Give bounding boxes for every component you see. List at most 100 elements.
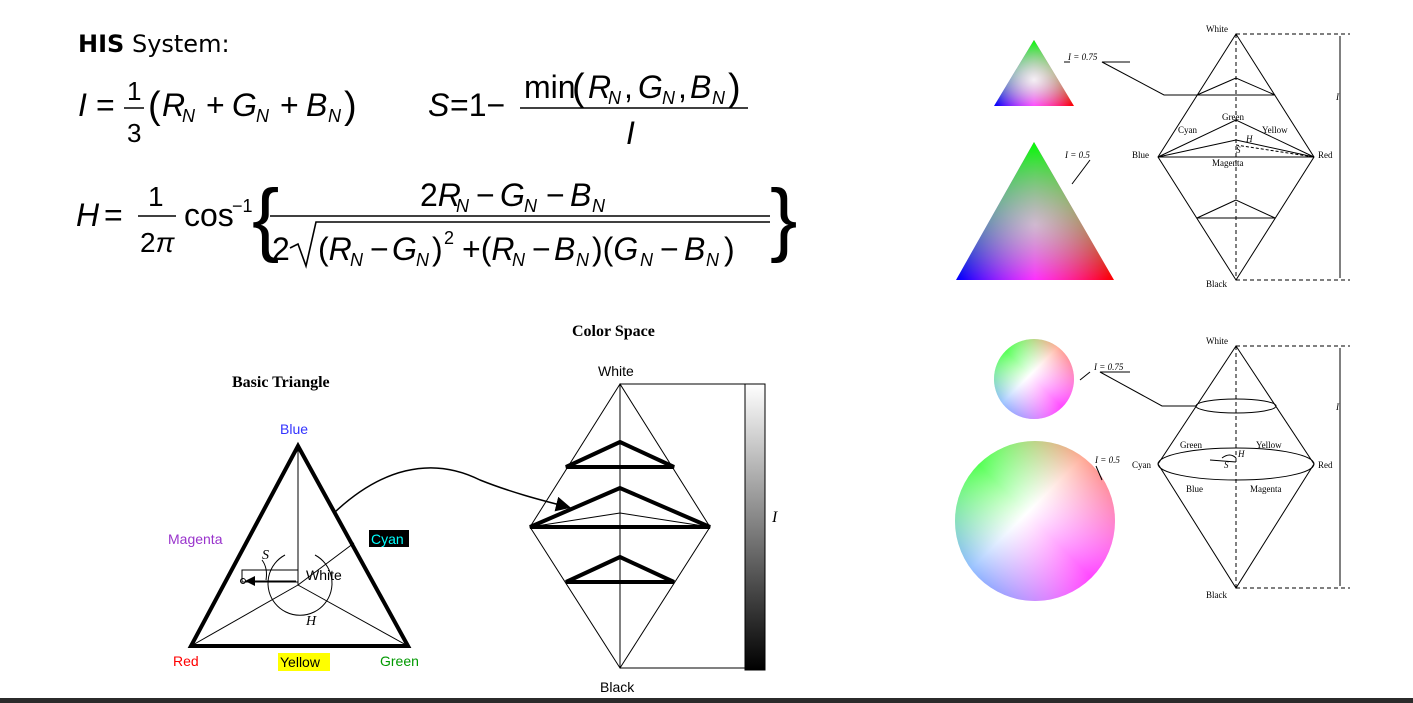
svg-text:,: , bbox=[678, 69, 687, 105]
hexc-label-05: I = 0.5 bbox=[1094, 455, 1120, 465]
hex-white: White bbox=[1206, 24, 1228, 34]
label-white: White bbox=[306, 567, 342, 583]
svg-text:+: + bbox=[280, 87, 299, 123]
svg-text:−: − bbox=[660, 231, 679, 267]
svg-text:B: B bbox=[554, 231, 575, 267]
heading: HIS System: bbox=[78, 30, 230, 58]
svg-text:N: N bbox=[182, 106, 196, 126]
label-yellow: Yellow bbox=[280, 654, 321, 670]
svg-text:I: I bbox=[78, 87, 87, 123]
hex-label-075: I = 0.75 bbox=[1067, 52, 1098, 62]
svg-text:cos: cos bbox=[184, 197, 234, 233]
hexc-i: I bbox=[1335, 402, 1340, 412]
svg-text:N: N bbox=[416, 250, 430, 270]
hexc-white: White bbox=[1206, 336, 1228, 346]
color-space: Color Space White Black I bbox=[529, 323, 778, 695]
svg-text:+(R: +(R bbox=[462, 231, 514, 267]
svg-text:1: 1 bbox=[148, 181, 164, 212]
svg-text:B: B bbox=[306, 87, 327, 123]
hex-label-05: I = 0.5 bbox=[1064, 150, 1090, 160]
mapping-arrow bbox=[334, 467, 571, 513]
svg-text:B: B bbox=[690, 69, 711, 105]
svg-text:N: N bbox=[256, 106, 270, 126]
svg-text:): ) bbox=[724, 231, 735, 267]
hex-i: I bbox=[1335, 92, 1340, 102]
label-green: Green bbox=[380, 653, 419, 669]
svg-text:R: R bbox=[162, 87, 185, 123]
svg-text:min: min bbox=[524, 69, 576, 105]
basic-triangle: Basic Triangle Blue S White H Magenta Cy… bbox=[168, 374, 419, 671]
bottom-rule bbox=[0, 698, 1413, 703]
svg-text:=1−: =1− bbox=[450, 87, 505, 123]
hexc-h: H bbox=[1237, 449, 1245, 459]
svg-text:−: − bbox=[370, 231, 389, 267]
intensity-bar bbox=[744, 383, 766, 671]
svg-text:2π: 2π bbox=[140, 227, 176, 258]
svg-text:=: = bbox=[96, 87, 115, 123]
hexcone-circle: White Black I Green Yellow Cyan Red Blue… bbox=[955, 336, 1350, 601]
heading-rest: System: bbox=[131, 30, 230, 58]
hex-yellow: Yellow bbox=[1262, 125, 1288, 135]
svg-text:R: R bbox=[588, 69, 611, 105]
label-red: Red bbox=[173, 653, 199, 669]
svg-text:G: G bbox=[392, 231, 417, 267]
svg-text:+: + bbox=[206, 87, 225, 123]
svg-text:3: 3 bbox=[127, 118, 141, 148]
hexc-magenta: Magenta bbox=[1250, 484, 1282, 494]
svg-text:(: ( bbox=[148, 85, 161, 127]
svg-text:N: N bbox=[592, 196, 606, 216]
svg-text:N: N bbox=[512, 250, 526, 270]
color-space-i: I bbox=[771, 509, 778, 526]
hexc-blue: Blue bbox=[1186, 484, 1203, 494]
svg-text:−1: −1 bbox=[232, 196, 253, 216]
svg-text:)(G: )(G bbox=[592, 231, 638, 267]
svg-text:): ) bbox=[344, 85, 357, 127]
label-cyan: Cyan bbox=[371, 531, 404, 547]
svg-text:N: N bbox=[662, 88, 676, 108]
hexc-yellow: Yellow bbox=[1256, 440, 1282, 450]
svg-text:): ) bbox=[728, 67, 741, 109]
color-space-white: White bbox=[598, 363, 634, 379]
hex-h: H bbox=[1245, 134, 1253, 144]
hexcone-diagrams: White Black I Green Cyan Yellow Blue Red… bbox=[955, 24, 1350, 601]
svg-text:,: , bbox=[624, 69, 633, 105]
svg-text:B: B bbox=[684, 231, 705, 267]
svg-text:N: N bbox=[350, 250, 364, 270]
basic-triangle-title: Basic Triangle bbox=[232, 374, 330, 391]
svg-text:N: N bbox=[706, 250, 720, 270]
hex-red: Red bbox=[1318, 150, 1333, 160]
svg-text:(R: (R bbox=[318, 231, 352, 267]
svg-text:I: I bbox=[626, 115, 635, 151]
svg-text:1: 1 bbox=[127, 76, 141, 106]
svg-text:(: ( bbox=[572, 67, 585, 109]
label-s: S bbox=[262, 548, 269, 563]
svg-text:2: 2 bbox=[272, 231, 290, 267]
svg-text:−: − bbox=[476, 177, 495, 213]
heading-bold: HIS bbox=[78, 30, 125, 58]
hexc-label-075: I = 0.75 bbox=[1093, 362, 1124, 372]
svg-text:G: G bbox=[638, 69, 663, 105]
svg-text:N: N bbox=[524, 196, 538, 216]
hexc-green: Green bbox=[1180, 440, 1202, 450]
hex-blue: Blue bbox=[1132, 150, 1149, 160]
hexcone-triangle: White Black I Green Cyan Yellow Blue Red… bbox=[956, 24, 1350, 289]
hexc-red: Red bbox=[1318, 460, 1333, 470]
svg-text:−: − bbox=[546, 177, 565, 213]
hexc-cyan: Cyan bbox=[1132, 460, 1151, 470]
hex-green: Green bbox=[1222, 112, 1244, 122]
svg-text:N: N bbox=[456, 196, 470, 216]
svg-text:N: N bbox=[328, 106, 342, 126]
hexc-black: Black bbox=[1206, 590, 1227, 600]
label-h: H bbox=[305, 614, 317, 629]
hex-cyan: Cyan bbox=[1178, 125, 1197, 135]
label-blue: Blue bbox=[280, 421, 308, 437]
color-space-title: Color Space bbox=[572, 323, 655, 340]
svg-text:2: 2 bbox=[444, 228, 454, 248]
hex-magenta: Magenta bbox=[1212, 158, 1244, 168]
svg-text:−: − bbox=[532, 231, 551, 267]
hex-s: S bbox=[1236, 145, 1241, 155]
